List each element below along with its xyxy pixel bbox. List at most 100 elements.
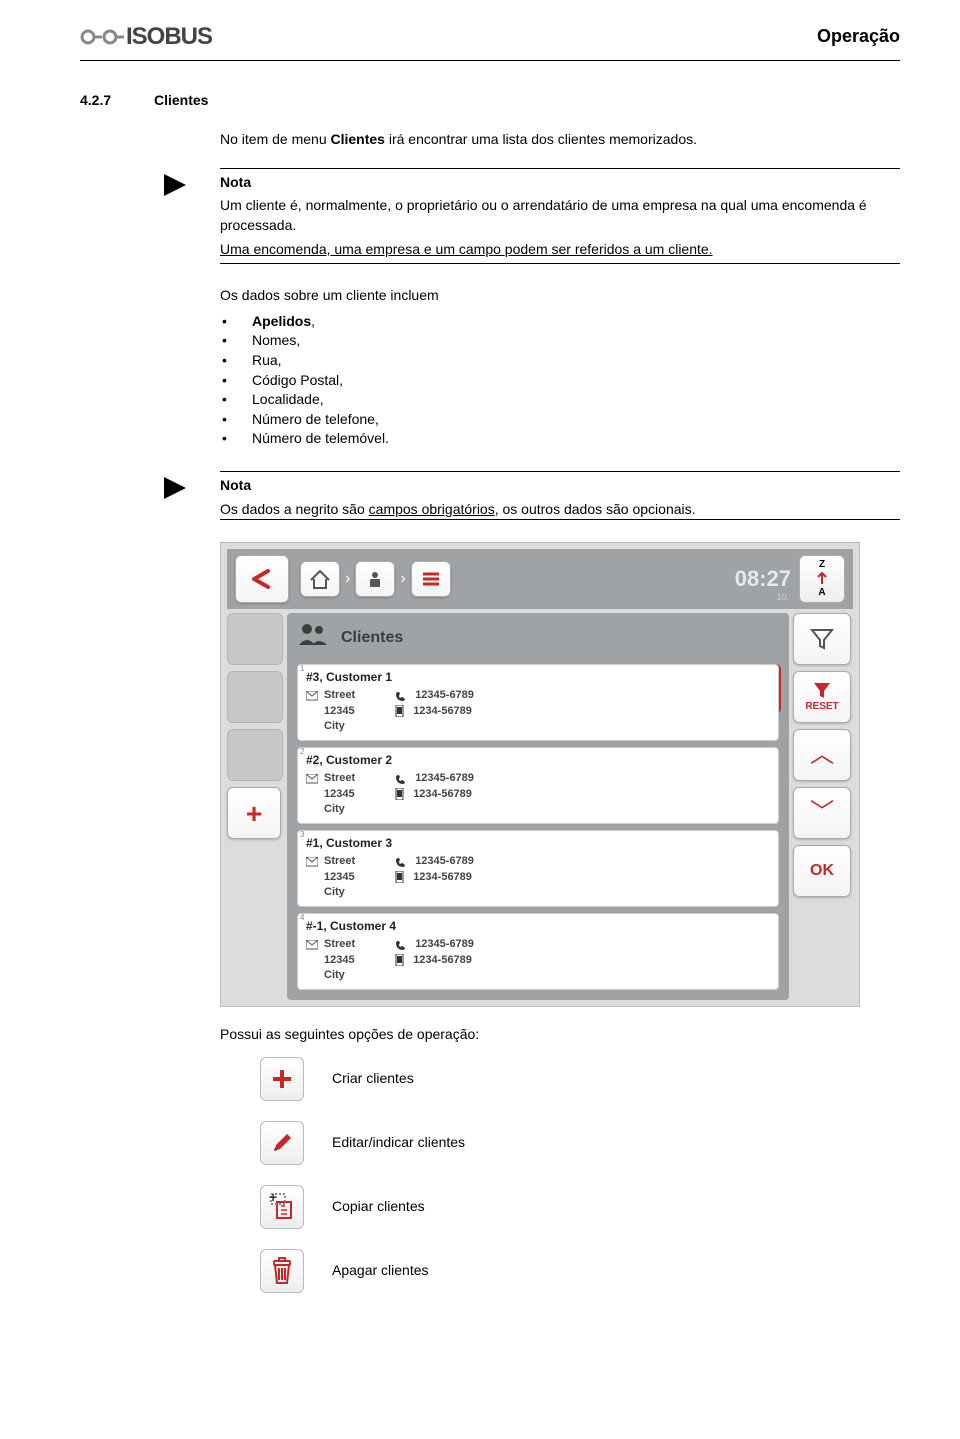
mail-icon	[306, 940, 318, 950]
plus-icon[interactable]	[260, 1057, 304, 1101]
sort-bottom: A	[818, 586, 825, 600]
ok-button[interactable]: OK	[793, 845, 851, 897]
card-index: 1	[300, 663, 304, 674]
data-item: Nomes,	[242, 331, 900, 351]
phone-icon	[395, 691, 407, 701]
phone: 12345-6789	[415, 771, 474, 786]
mobile-icon	[395, 788, 405, 800]
nota1-bottom-rule	[220, 263, 900, 264]
app-button[interactable]	[355, 561, 395, 597]
home-button[interactable]	[300, 561, 340, 597]
data-item: Localidade,	[242, 390, 900, 410]
back-button[interactable]	[235, 555, 289, 603]
op-label: Copiar clientes	[332, 1197, 425, 1217]
logo-text: ISOBUS	[126, 20, 212, 54]
intro-paragraph: No item de menu Clientes irá encontrar u…	[220, 130, 900, 150]
mail-icon	[306, 691, 318, 701]
clock-sub: 10.	[776, 591, 789, 604]
op-row: Editar/indicar clientes	[260, 1121, 900, 1165]
nota2-top-rule	[220, 471, 900, 472]
phone-icon	[395, 940, 407, 950]
trash-icon[interactable]	[260, 1249, 304, 1293]
op-row: Apagar clientes	[260, 1249, 900, 1293]
nota2-suffix: , os outros dados são opcionais.	[495, 501, 696, 517]
breadcrumb-sep: ›	[400, 568, 405, 590]
mobile: 1234-56789	[413, 953, 472, 968]
people-icon	[297, 621, 331, 654]
add-button[interactable]: +	[227, 787, 281, 839]
data-item: Apelidos,	[242, 312, 900, 332]
zip: 12345	[324, 704, 355, 719]
clock: 08:27	[735, 564, 791, 595]
street: Street	[324, 771, 355, 786]
mail-icon	[306, 774, 318, 784]
client-card[interactable]: 4#-1, Customer 4Street12345City12345-678…	[297, 913, 779, 990]
card-title: #3, Customer 1	[306, 669, 770, 686]
phone: 12345-6789	[415, 937, 474, 952]
street: Street	[324, 688, 355, 703]
op-row: Criar clientes	[260, 1057, 900, 1101]
logo: ISOBUS	[80, 20, 212, 54]
intro-prefix: No item de menu	[220, 131, 331, 147]
breadcrumb-sep: ›	[345, 568, 350, 590]
scroll-down-button[interactable]: ﹀	[793, 787, 851, 839]
data-item: Código Postal,	[242, 371, 900, 391]
ok-label: OK	[810, 860, 834, 882]
client-card[interactable]: 1#3, Customer 1 Street12345City 12345-6789…	[297, 664, 779, 741]
phone-icon	[395, 774, 407, 784]
street: Street	[324, 937, 355, 952]
scroll-up-button[interactable]: ︿	[793, 729, 851, 781]
nota1-top-rule	[220, 168, 900, 169]
mobile: 1234-56789	[413, 704, 472, 719]
device-screenshot: › › 08:27 10. Z A	[220, 542, 860, 1007]
intro-bold: Clientes	[331, 131, 385, 147]
sort-top: Z	[819, 558, 825, 572]
mobile: 1234-56789	[413, 787, 472, 802]
zip: 12345	[324, 787, 355, 802]
copy-icon[interactable]: +	[260, 1185, 304, 1229]
zip: 12345	[324, 870, 355, 885]
nota-arrow-icon	[160, 475, 190, 507]
pencil-icon[interactable]	[260, 1121, 304, 1165]
nota1-line1: Um cliente é, normalmente, o proprietári…	[220, 196, 900, 235]
city: City	[324, 885, 355, 900]
center-header-label: Clientes	[341, 627, 403, 649]
ops-intro: Possui as seguintes opções de operação:	[220, 1025, 900, 1045]
left-slot	[227, 613, 283, 665]
city: City	[324, 802, 355, 817]
menu-button[interactable]	[411, 561, 451, 597]
filter-button[interactable]	[793, 613, 851, 665]
left-slot	[227, 671, 283, 723]
nota2-bottom-rule	[220, 519, 900, 520]
street: Street	[324, 854, 355, 869]
left-slot	[227, 729, 283, 781]
client-card[interactable]: 3#1, Customer 3 Street12345City 12345-6789…	[297, 830, 779, 907]
nota2-line: Os dados a negrito são campos obrigatóri…	[220, 500, 900, 520]
op-label: Apagar clientes	[332, 1261, 429, 1281]
data-item: Número de telefone,	[242, 410, 900, 430]
card-title: #1, Customer 3	[306, 835, 770, 852]
section-number: 4.2.7	[80, 91, 130, 111]
mobile-icon	[395, 871, 405, 883]
phone: 12345-6789	[415, 854, 474, 869]
data-lead: Os dados sobre um cliente incluem	[220, 286, 900, 306]
city: City	[324, 968, 355, 983]
nota2-underlined: campos obrigatórios	[369, 501, 495, 517]
mobile: 1234-56789	[413, 870, 472, 885]
nota-arrow-icon	[160, 172, 190, 204]
city: City	[324, 719, 355, 734]
intro-suffix: irá encontrar uma lista dos clientes mem…	[385, 131, 697, 147]
header-rule	[80, 60, 900, 61]
nota2-title: Nota	[220, 476, 900, 496]
mail-icon	[306, 857, 318, 867]
card-title: #-1, Customer 4	[306, 918, 770, 935]
filter-reset-button[interactable]: RESET	[793, 671, 851, 723]
mobile-icon	[395, 954, 405, 966]
card-index: 2	[300, 746, 304, 757]
nota2-prefix: Os dados a negrito são	[220, 501, 369, 517]
phone: 12345-6789	[415, 688, 474, 703]
sort-button[interactable]: Z A	[799, 555, 845, 603]
zip: 12345	[324, 953, 355, 968]
client-card[interactable]: 2#2, Customer 2Street12345City12345-6789…	[297, 747, 779, 824]
card-index: 3	[300, 829, 304, 840]
